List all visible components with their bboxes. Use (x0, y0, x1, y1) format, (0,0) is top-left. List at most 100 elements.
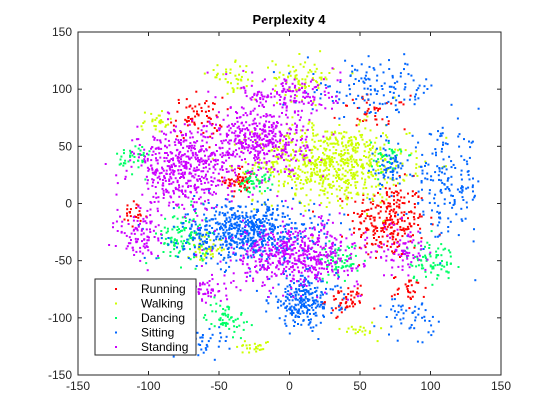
data-point (315, 299, 318, 302)
data-point (201, 139, 204, 142)
data-point (294, 143, 297, 146)
data-point (306, 256, 309, 259)
data-point (301, 300, 304, 303)
data-point (275, 218, 278, 221)
data-point (176, 204, 179, 207)
data-point (375, 79, 378, 82)
data-point (200, 157, 203, 160)
data-point (366, 87, 369, 90)
data-point (412, 277, 415, 279)
data-point (243, 179, 246, 182)
data-point (361, 177, 363, 180)
data-point (308, 284, 311, 287)
data-point (402, 214, 405, 217)
data-point (308, 159, 311, 162)
data-point (178, 206, 180, 209)
data-point (116, 152, 119, 155)
data-point (310, 163, 313, 166)
data-point (205, 250, 208, 253)
data-point (270, 171, 273, 174)
data-point (345, 131, 348, 134)
data-point (200, 244, 203, 247)
data-point (422, 248, 425, 250)
data-point (349, 139, 351, 142)
data-point (354, 136, 357, 139)
data-point (359, 301, 361, 304)
data-point (255, 134, 258, 137)
data-point (313, 163, 316, 166)
data-point (126, 212, 128, 215)
data-point (370, 214, 373, 217)
data-point (363, 333, 366, 336)
data-point (324, 107, 327, 110)
data-point (219, 317, 222, 320)
data-point (150, 147, 152, 150)
data-point (177, 251, 180, 254)
data-point (390, 163, 393, 165)
data-point (286, 296, 289, 299)
data-point (284, 80, 287, 82)
data-point (465, 187, 468, 190)
data-point (303, 84, 306, 87)
data-point (304, 295, 307, 298)
data-point (289, 308, 292, 311)
data-point (271, 243, 274, 246)
data-point (383, 175, 386, 177)
data-point (301, 99, 303, 102)
data-point (436, 235, 439, 238)
data-point (276, 92, 279, 95)
data-point (317, 338, 320, 340)
data-point (257, 154, 260, 157)
data-point (353, 102, 356, 105)
data-point (302, 298, 305, 301)
data-point (196, 140, 199, 143)
data-point (247, 190, 250, 193)
data-point (304, 162, 306, 165)
data-point (251, 163, 254, 166)
data-point (443, 265, 446, 268)
data-point (191, 120, 194, 123)
data-point (228, 216, 231, 219)
data-point (433, 197, 436, 200)
data-point (440, 268, 443, 271)
data-point (292, 197, 295, 200)
data-point (298, 149, 301, 152)
data-point (238, 225, 241, 228)
data-point (230, 246, 233, 249)
data-point (271, 88, 274, 91)
data-point (390, 208, 393, 211)
data-point (240, 190, 242, 193)
data-point (368, 159, 371, 162)
data-point (133, 232, 136, 235)
data-point (231, 216, 234, 219)
data-point (432, 261, 435, 264)
data-point (209, 304, 212, 307)
data-point (303, 205, 306, 207)
data-point (180, 143, 182, 146)
data-point (239, 175, 242, 178)
data-point (344, 158, 347, 161)
data-point (186, 213, 189, 216)
data-point (316, 84, 319, 87)
data-point (222, 312, 224, 315)
data-point (246, 177, 249, 180)
data-point (304, 305, 307, 308)
data-point (385, 169, 388, 172)
data-point (337, 257, 340, 260)
data-point (323, 232, 326, 235)
data-point (360, 77, 363, 80)
data-point (246, 271, 249, 274)
data-point (282, 252, 285, 254)
data-point (419, 231, 422, 234)
data-point (387, 122, 390, 125)
data-point (239, 205, 242, 208)
data-point (250, 170, 253, 173)
data-point (131, 173, 134, 176)
data-point (250, 237, 253, 240)
data-point (313, 91, 316, 94)
data-point (270, 252, 273, 255)
data-point (405, 285, 408, 288)
data-point (347, 213, 350, 216)
data-point (441, 126, 444, 129)
data-point (403, 98, 406, 101)
